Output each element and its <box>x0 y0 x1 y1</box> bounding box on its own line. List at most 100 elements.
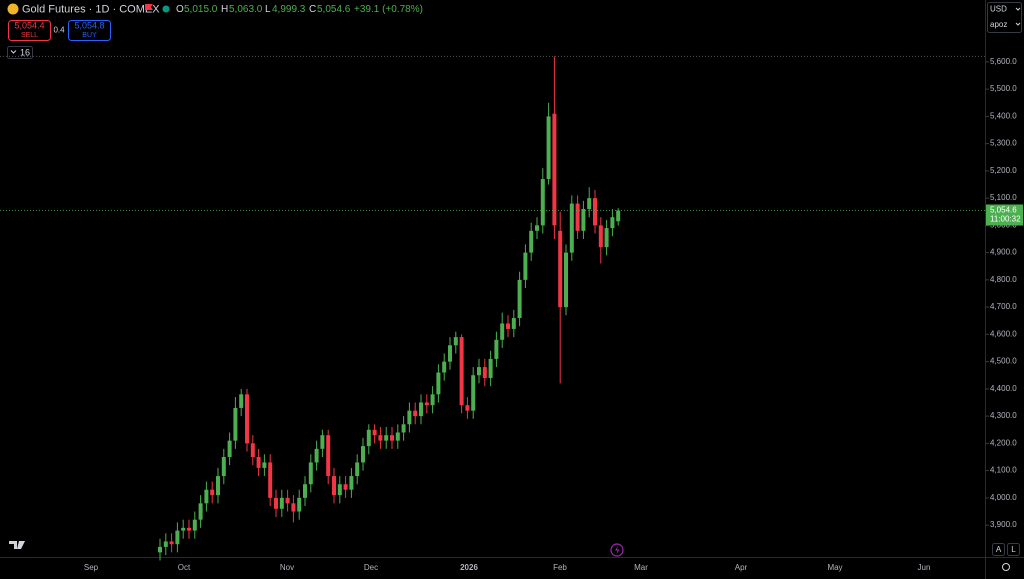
candle-body <box>453 337 458 346</box>
indicators-toggle[interactable] <box>7 46 33 59</box>
candle <box>198 495 203 528</box>
candle <box>158 538 162 561</box>
candle-body <box>320 435 325 449</box>
candle <box>569 195 574 261</box>
dropdown-icons <box>1015 7 1021 26</box>
settings-icon[interactable] <box>1002 563 1010 571</box>
candle-body <box>187 527 191 531</box>
candle-body <box>529 230 534 253</box>
x-tick-label: Nov <box>280 563 294 572</box>
candle <box>384 427 389 449</box>
candle-body <box>593 198 597 226</box>
spread: 0.4 <box>53 26 65 35</box>
auto-button[interactable] <box>992 543 1005 556</box>
candle-body <box>239 394 244 408</box>
candle <box>604 219 609 256</box>
candle-body <box>326 435 331 477</box>
candle <box>274 489 278 517</box>
y-tick-label: 5,300.0 <box>990 139 1017 148</box>
log-label: L <box>1011 545 1016 554</box>
candle-body <box>569 203 574 253</box>
legend-l: 4,999.3 <box>272 4 306 15</box>
candle <box>587 187 592 218</box>
log-button[interactable] <box>1007 543 1020 556</box>
y-tick-label: 4,400.0 <box>990 384 1017 393</box>
candle-body <box>355 462 360 477</box>
lightning <box>615 546 620 554</box>
candle <box>250 435 255 466</box>
candle <box>187 519 191 539</box>
candle <box>407 402 412 433</box>
candle-body <box>308 462 313 485</box>
candle-body <box>279 497 284 509</box>
candle-body <box>523 252 528 280</box>
x-tick-label: Dec <box>364 563 378 572</box>
candle <box>343 476 348 498</box>
events-icon[interactable] <box>610 543 624 557</box>
candle <box>494 331 499 368</box>
y-tick-label: 4,200.0 <box>990 438 1017 447</box>
candle-body <box>256 456 261 468</box>
candle <box>285 489 290 512</box>
candle <box>465 397 470 419</box>
buy-button[interactable] <box>68 20 111 41</box>
y-tick-label: 3,900.0 <box>990 520 1017 529</box>
candle <box>366 424 371 455</box>
candle-body <box>581 209 586 231</box>
candle-body <box>610 217 615 229</box>
legend-o: 5,015.0 <box>184 4 218 15</box>
y-tick-label: 4,700.0 <box>990 302 1017 311</box>
market-status-icon <box>162 5 170 13</box>
currency-unit-box[interactable] <box>987 2 1022 33</box>
candle <box>210 481 215 504</box>
candle <box>291 495 296 523</box>
candle-body <box>210 489 215 496</box>
x-tick-label: May <box>827 563 842 572</box>
candle <box>326 429 331 485</box>
candle-body <box>274 497 278 509</box>
y-tick-label: 4,300.0 <box>990 411 1017 420</box>
candle <box>500 312 505 348</box>
candle <box>303 476 307 507</box>
legend-c: 5,054.6 <box>317 4 351 15</box>
candle <box>430 386 435 414</box>
candle <box>268 454 273 507</box>
candle-body <box>552 113 557 226</box>
candle-body <box>587 198 592 210</box>
candle-body <box>465 405 470 411</box>
candle-body <box>390 435 394 441</box>
candle <box>540 168 545 234</box>
buy-price: 5,054.8 <box>74 20 104 30</box>
candle <box>372 424 377 444</box>
candle <box>477 358 481 384</box>
candle-body <box>297 497 302 512</box>
candle <box>482 358 487 387</box>
candle-body <box>604 228 609 248</box>
candle <box>448 337 452 370</box>
y-tick-label: 5,400.0 <box>990 111 1017 120</box>
candle-body <box>221 456 226 477</box>
candle-body <box>546 116 551 180</box>
candle-body <box>558 230 563 308</box>
candle <box>413 402 418 425</box>
candle-body <box>233 407 238 441</box>
candle <box>390 427 394 449</box>
x-tick-label: Jun <box>918 563 931 572</box>
legend-h-label: H <box>221 4 228 15</box>
candle <box>471 367 476 419</box>
y-tick-label: 4,100.0 <box>990 466 1017 475</box>
sell-button[interactable] <box>8 20 51 41</box>
candle-body <box>192 519 197 531</box>
candle-body <box>198 503 203 520</box>
candle-body <box>442 361 447 373</box>
candle <box>204 481 209 512</box>
candle-body <box>540 179 545 226</box>
candle-body <box>163 541 168 547</box>
candle-body <box>448 345 452 362</box>
flag-icon[interactable] <box>145 4 153 10</box>
candle-body <box>361 446 365 463</box>
candle <box>593 189 597 234</box>
candle-body <box>204 489 209 504</box>
